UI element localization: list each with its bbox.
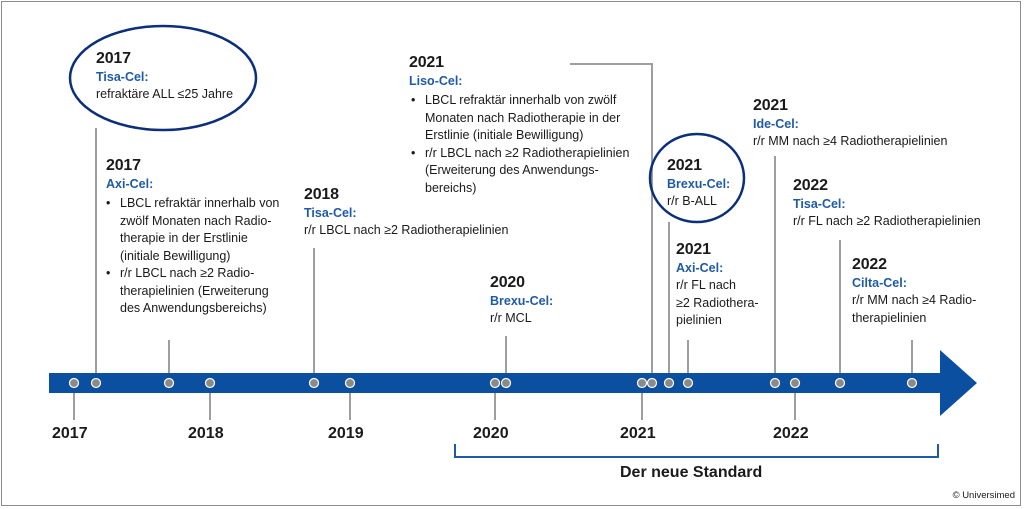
event-year: 2021 — [409, 54, 444, 71]
event-year: 2021 — [676, 241, 711, 258]
bullet-item: LBCL refraktär innerhalb von zwölf Monat… — [104, 195, 286, 265]
marker-e3 — [308, 377, 320, 389]
event-line: refraktäre ALL ≤25 Jahre — [96, 87, 234, 101]
event-year: 2018 — [304, 186, 339, 203]
event-drug: Axi-Cel: — [106, 177, 154, 191]
event-2022-tisa-cel: 2022 Tisa-Cel: r/r FL nach ≥2 Radiothera… — [793, 176, 981, 231]
event-drug: Cilta-Cel: — [852, 276, 907, 290]
marker-2017 — [68, 377, 80, 389]
marker-e6 — [663, 377, 675, 389]
standard-bracket — [454, 444, 939, 458]
event-2021-liso-cel: 2021 Liso-Cel: LBCL refraktär innerhalb … — [409, 53, 639, 197]
axis-label-2020: 2020 — [473, 425, 509, 442]
marker-2019 — [344, 377, 356, 389]
timeline-markers — [68, 377, 918, 389]
event-line: r/r MM nach ≥4 Radiotherapielinien — [753, 134, 948, 148]
marker-2022 — [789, 377, 801, 389]
standard-bracket-label: Der neue Standard — [620, 464, 763, 481]
event-drug: Ide-Cel: — [753, 117, 799, 131]
event-year: 2021 — [667, 157, 702, 174]
event-2020-brexu-cel: 2020 Brexu-Cel: r/r MCL — [490, 273, 553, 328]
event-line: therapielinien — [852, 310, 927, 325]
axis-label-2021: 2021 — [620, 425, 656, 442]
timeline-arrow-head — [940, 350, 977, 416]
event-year: 2017 — [96, 50, 131, 67]
bullet-item: LBCL refraktär innerhalb von zwölf Monat… — [409, 92, 639, 145]
event-2017-tisa-cel: 2017 Tisa-Cel: refraktäre ALL ≤25 Jahre — [96, 49, 233, 104]
event-2017-axi-cel: 2017 Axi-Cel: LBCL refraktär innerhalb v… — [106, 156, 286, 318]
event-2022-cilta-cel: 2022 Cilta-Cel: r/r MM nach ≥4 Radio- th… — [852, 255, 976, 327]
event-line: r/r MM nach ≥4 Radio- — [852, 293, 977, 307]
bullet-item: r/r LBCL nach ≥2 Radiotherapielinien (Er… — [409, 145, 639, 198]
marker-2020 — [489, 377, 501, 389]
event-line: ≥2 Radiothera- — [676, 295, 759, 310]
event-year: 2021 — [753, 97, 788, 114]
axis-label-2017: 2017 — [52, 425, 88, 442]
event-drug: Tisa-Cel: — [96, 70, 149, 84]
event-2021-axi-cel: 2021 Axi-Cel: r/r FL nach ≥2 Radiothera-… — [676, 240, 759, 330]
marker-e1 — [90, 377, 102, 389]
event-year: 2022 — [793, 177, 828, 194]
axis-label-2019: 2019 — [328, 425, 364, 442]
highlight-ellipse-e1 — [68, 24, 258, 132]
marker-e2 — [163, 377, 175, 389]
axis-label-2018: 2018 — [188, 425, 224, 442]
event-drug: Brexu-Cel: — [667, 177, 731, 191]
event-bullets: LBCL refraktär innerhalb von zwölf Monat… — [409, 92, 639, 197]
event-line: r/r MCL — [490, 311, 532, 325]
event-line: r/r LBCL nach ≥2 Radiotherapielinien — [304, 223, 509, 237]
axis-label-2022: 2022 — [773, 425, 809, 442]
marker-e9 — [834, 377, 846, 389]
event-drug: Liso-Cel: — [409, 74, 463, 88]
event-line: r/r FL nach — [676, 278, 736, 292]
event-drug: Tisa-Cel: — [793, 197, 846, 211]
event-year: 2020 — [490, 274, 525, 291]
connector-e5 — [570, 63, 653, 383]
copyright-notice: © Universimed — [952, 490, 1015, 501]
marker-e8 — [769, 377, 781, 389]
marker-2021 — [636, 377, 648, 389]
marker-e5 — [646, 377, 658, 389]
marker-e10 — [906, 377, 918, 389]
highlight-ellipse-e6 — [648, 132, 746, 224]
marker-e7 — [682, 377, 694, 389]
marker-2018 — [204, 377, 216, 389]
event-bullets: LBCL refraktär innerhalb von zwölf Monat… — [104, 195, 286, 318]
event-2021-ide-cel: 2021 Ide-Cel: r/r MM nach ≥4 Radiotherap… — [753, 96, 947, 151]
event-drug: Axi-Cel: — [676, 261, 724, 275]
event-line: pielinien — [676, 313, 722, 327]
event-drug: Tisa-Cel: — [304, 206, 357, 220]
bullet-item: r/r LBCL nach ≥2 Radio­therapielinien (E… — [104, 265, 286, 318]
event-line: r/r B-ALL — [667, 194, 718, 208]
event-drug: Brexu-Cel: — [490, 294, 554, 308]
marker-e4 — [500, 377, 512, 389]
event-year: 2017 — [106, 157, 141, 174]
event-2021-brexu-cel: 2021 Brexu-Cel: r/r B-ALL — [667, 156, 730, 211]
event-2018-tisa-cel: 2018 Tisa-Cel: r/r LBCL nach ≥2 Radiothe… — [304, 185, 508, 240]
event-line: r/r FL nach ≥2 Radiotherapielinien — [793, 214, 981, 228]
event-year: 2022 — [852, 256, 887, 273]
